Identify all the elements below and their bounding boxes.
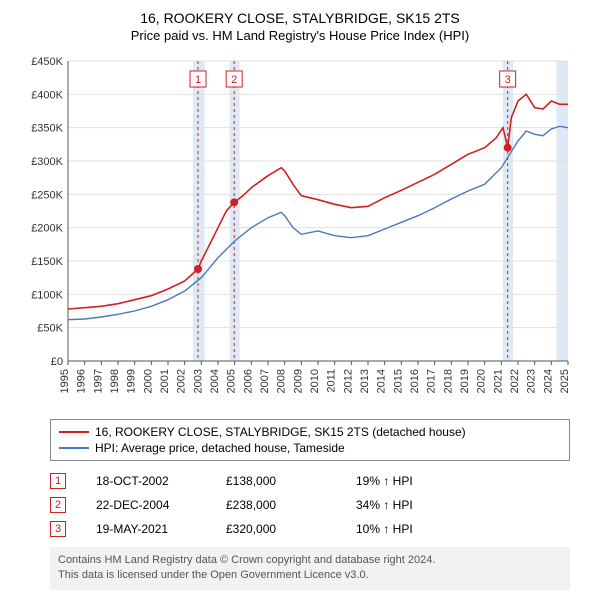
svg-text:2020: 2020 — [476, 369, 488, 393]
page-subtitle: Price paid vs. HM Land Registry's House … — [10, 28, 590, 43]
svg-text:2024: 2024 — [542, 369, 554, 393]
svg-text:2004: 2004 — [209, 369, 221, 393]
svg-text:2021: 2021 — [492, 369, 504, 393]
svg-text:£300K: £300K — [31, 156, 63, 168]
svg-text:2012: 2012 — [342, 369, 354, 393]
marker-date: 19-MAY-2021 — [96, 522, 196, 536]
marker-delta: 10% ↑ HPI — [356, 522, 456, 536]
svg-text:1998: 1998 — [109, 369, 121, 393]
price-chart: £0 £50K £100K £150K £200K £250K £300K £350K £400… — [20, 51, 580, 411]
svg-text:2005: 2005 — [226, 369, 238, 393]
legend-label: 16, ROOKERY CLOSE, STALYBRIDGE, SK15 2TS… — [95, 425, 466, 439]
svg-text:£200K: £200K — [31, 223, 63, 235]
svg-text:2014: 2014 — [376, 369, 388, 393]
svg-text:2019: 2019 — [459, 369, 471, 393]
marker-price: £238,000 — [226, 498, 326, 512]
svg-text:2025: 2025 — [559, 369, 571, 393]
page-title: 16, ROOKERY CLOSE, STALYBRIDGE, SK15 2TS — [10, 10, 590, 26]
svg-text:2002: 2002 — [176, 369, 188, 393]
svg-text:2: 2 — [231, 74, 237, 86]
svg-text:2010: 2010 — [309, 369, 321, 393]
marker-number: 2 — [50, 497, 66, 513]
svg-text:£250K: £250K — [31, 189, 63, 201]
footer-line: This data is licensed under the Open Gov… — [58, 568, 562, 583]
marker-delta: 34% ↑ HPI — [356, 498, 456, 512]
marker-row: 1 18-OCT-2002 £138,000 19% ↑ HPI — [50, 469, 570, 493]
svg-text:£400K: £400K — [31, 89, 63, 101]
marker-date: 22-DEC-2004 — [96, 498, 196, 512]
marker-number: 3 — [50, 521, 66, 537]
legend-item: 16, ROOKERY CLOSE, STALYBRIDGE, SK15 2TS… — [59, 424, 561, 440]
chart-legend: 16, ROOKERY CLOSE, STALYBRIDGE, SK15 2TS… — [50, 419, 570, 461]
marker-number: 1 — [50, 473, 66, 489]
svg-text:2001: 2001 — [159, 369, 171, 393]
svg-text:2015: 2015 — [392, 369, 404, 393]
legend-item: HPI: Average price, detached house, Tame… — [59, 440, 561, 456]
legend-swatch — [59, 447, 89, 449]
svg-text:1997: 1997 — [92, 369, 104, 393]
svg-text:£0: £0 — [51, 356, 63, 368]
svg-text:2023: 2023 — [526, 369, 538, 393]
svg-text:2018: 2018 — [442, 369, 454, 393]
marker-date: 18-OCT-2002 — [96, 474, 196, 488]
svg-text:2008: 2008 — [276, 369, 288, 393]
svg-text:2011: 2011 — [326, 369, 338, 393]
svg-text:1996: 1996 — [76, 369, 88, 393]
legend-swatch — [59, 431, 89, 433]
marker-row: 2 22-DEC-2004 £238,000 34% ↑ HPI — [50, 493, 570, 517]
svg-text:2013: 2013 — [359, 369, 371, 393]
svg-text:2009: 2009 — [292, 369, 304, 393]
svg-text:2003: 2003 — [192, 369, 204, 393]
svg-text:2022: 2022 — [509, 369, 521, 393]
svg-text:2007: 2007 — [259, 369, 271, 393]
marker-price: £138,000 — [226, 474, 326, 488]
marker-row: 3 19-MAY-2021 £320,000 10% ↑ HPI — [50, 517, 570, 541]
svg-text:1: 1 — [195, 74, 201, 86]
svg-text:£450K: £450K — [31, 56, 63, 68]
svg-text:2006: 2006 — [242, 369, 254, 393]
svg-text:£150K: £150K — [31, 256, 63, 268]
sale-markers: 1 18-OCT-2002 £138,000 19% ↑ HPI 2 22-DEC-200… — [50, 469, 570, 541]
svg-text:2000: 2000 — [142, 369, 154, 393]
svg-text:3: 3 — [505, 74, 511, 86]
svg-text:1999: 1999 — [126, 369, 138, 393]
marker-delta: 19% ↑ HPI — [356, 474, 456, 488]
svg-text:£100K: £100K — [31, 289, 63, 301]
svg-text:1995: 1995 — [59, 369, 71, 393]
svg-text:£50K: £50K — [37, 323, 63, 335]
footer-line: Contains HM Land Registry data © Crown c… — [58, 553, 562, 568]
chart-svg: £0 £50K £100K £150K £200K £250K £300K £350K £400… — [20, 51, 580, 411]
data-attribution: Contains HM Land Registry data © Crown c… — [50, 547, 570, 590]
svg-text:£350K: £350K — [31, 123, 63, 135]
svg-text:2017: 2017 — [426, 369, 438, 393]
svg-text:2016: 2016 — [409, 369, 421, 393]
marker-price: £320,000 — [226, 522, 326, 536]
legend-label: HPI: Average price, detached house, Tame… — [95, 441, 345, 455]
